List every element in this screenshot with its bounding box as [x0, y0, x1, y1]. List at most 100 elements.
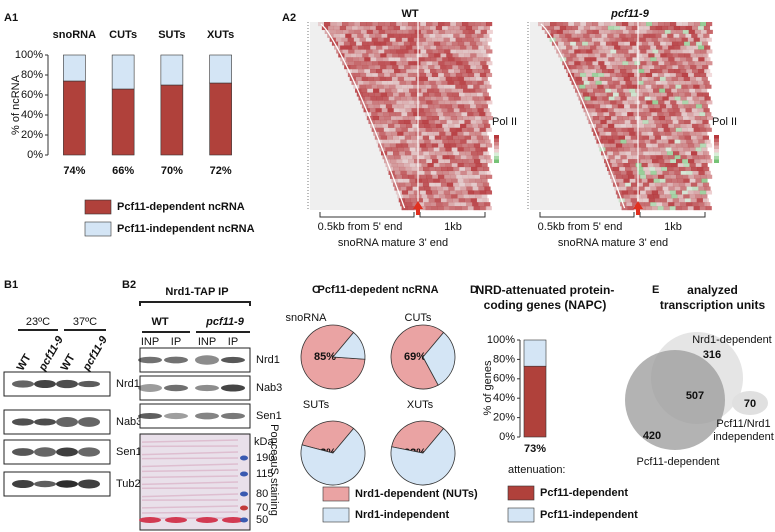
- heatmap-cell: [376, 123, 383, 128]
- heatmap-cell: [406, 202, 413, 207]
- heatmap-cell: [645, 127, 652, 132]
- heatmap-cell: [685, 108, 692, 113]
- heatmap-cell: [434, 198, 441, 203]
- heatmap-cell: [683, 194, 690, 199]
- legend-label: Pcf11-dependent: [540, 487, 628, 499]
- heatmap-cell: [628, 100, 635, 105]
- venn-count: 316: [703, 349, 721, 361]
- heatmap-cell: [665, 163, 672, 168]
- heatmap-cell: [419, 190, 427, 195]
- heatmap-cell: [639, 174, 647, 179]
- venn-count: 70: [744, 398, 756, 410]
- heatmap-cell: [449, 190, 457, 195]
- heatmap-cell: [457, 178, 464, 183]
- heatmap-cell: [630, 119, 637, 125]
- heatmap-cell: [448, 202, 455, 207]
- heatmap-cell: [606, 53, 613, 58]
- heatmap-cell: [404, 151, 412, 156]
- heatmap-cell: [706, 116, 714, 121]
- heatmap-cell: [402, 100, 409, 105]
- heatmap-cell: [692, 96, 699, 101]
- heatmap-cell: [435, 80, 442, 85]
- heatmap-cell: [659, 178, 666, 183]
- heatmap-cell: [464, 119, 471, 125]
- heatmap-cell: [468, 61, 475, 66]
- heatmap-cell: [649, 166, 656, 172]
- heatmap-cell: [382, 123, 389, 128]
- heatmap-cell: [404, 182, 412, 187]
- heatmap-cell: [638, 186, 645, 191]
- heatmap-cell: [620, 139, 627, 144]
- heatmap-cell: [636, 182, 644, 187]
- heatmap-cell: [455, 174, 463, 179]
- heatmap-cell: [669, 37, 676, 42]
- legend-title: attenuation:: [508, 464, 566, 476]
- heatmap-cell: [656, 123, 663, 128]
- heatmap-cell: [466, 186, 473, 191]
- heatmap-cell: [682, 159, 689, 164]
- heatmap-cell: [661, 108, 668, 113]
- heatmap-cell: [684, 92, 691, 97]
- heatmap-cell: [452, 151, 460, 156]
- heatmap-cell: [698, 170, 705, 175]
- heatmap-cell: [636, 119, 643, 125]
- heatmap-cell: [704, 57, 711, 62]
- heatmap-cell: [373, 104, 381, 109]
- heatmap-cell: [578, 69, 585, 74]
- heatmap-cell: [670, 159, 677, 164]
- heatmap-cell: [484, 69, 491, 74]
- heatmap-cell: [421, 104, 429, 109]
- lane-label: IP: [228, 336, 238, 348]
- heatmap-cell: [579, 84, 586, 89]
- heatmap-cell: [392, 65, 399, 70]
- heatmap-cell: [403, 76, 410, 81]
- heatmap-cell: [555, 37, 562, 42]
- heatmap-cell: [455, 84, 462, 89]
- heatmap-cell: [472, 57, 479, 62]
- heatmap-cell: [678, 119, 685, 125]
- heatmap-cell: [463, 104, 471, 109]
- heatmap-cell: [464, 135, 471, 140]
- heatmap-cell: [644, 139, 651, 144]
- heatmap-cell: [688, 116, 696, 121]
- heatmap-cell: [442, 96, 449, 101]
- heatmap-cell: [651, 112, 658, 117]
- heatmap-cell: [431, 112, 438, 117]
- heatmap-cell: [424, 45, 431, 50]
- heatmap-cell: [660, 65, 667, 70]
- heatmap-cell: [430, 155, 437, 160]
- ponceau-band: [141, 505, 239, 509]
- heatmap-cell: [475, 76, 482, 81]
- category-label: snoRNA: [53, 29, 96, 41]
- heatmap-cell: [365, 72, 373, 78]
- heatmap-cell: [689, 41, 697, 46]
- heatmap-cell: [693, 174, 701, 179]
- heatmap-cell: [673, 25, 681, 31]
- heatmap-cell: [438, 116, 446, 121]
- bar-segment: [209, 54, 232, 84]
- heatmap-cell: [330, 22, 337, 27]
- heatmap-cell: [404, 198, 411, 203]
- heatmap-cell: [595, 80, 602, 85]
- heatmap-cell: [469, 147, 476, 152]
- heatmap-cell: [418, 170, 425, 175]
- heatmap-cell: [480, 49, 487, 54]
- band: [138, 412, 162, 420]
- heatmap-cell: [684, 151, 692, 156]
- heatmap-cell: [436, 96, 443, 101]
- heatmap-cell: [561, 37, 568, 42]
- heatmap-cell: [335, 37, 342, 42]
- heatmap-cell: [453, 33, 460, 38]
- heatmap-cell: [436, 69, 443, 74]
- heatmap-cell: [423, 25, 431, 31]
- heatmap-cell: [649, 108, 656, 113]
- heatmap-cell: [626, 155, 633, 160]
- heatmap-cell: [376, 96, 383, 101]
- heatmap-cell: [625, 166, 632, 172]
- heatmap-cell: [697, 108, 704, 113]
- heatmap-cell: [424, 69, 431, 74]
- heatmap-cell: [653, 76, 660, 81]
- protein-label: Nab3: [116, 416, 142, 428]
- heatmap-cell: [406, 45, 413, 50]
